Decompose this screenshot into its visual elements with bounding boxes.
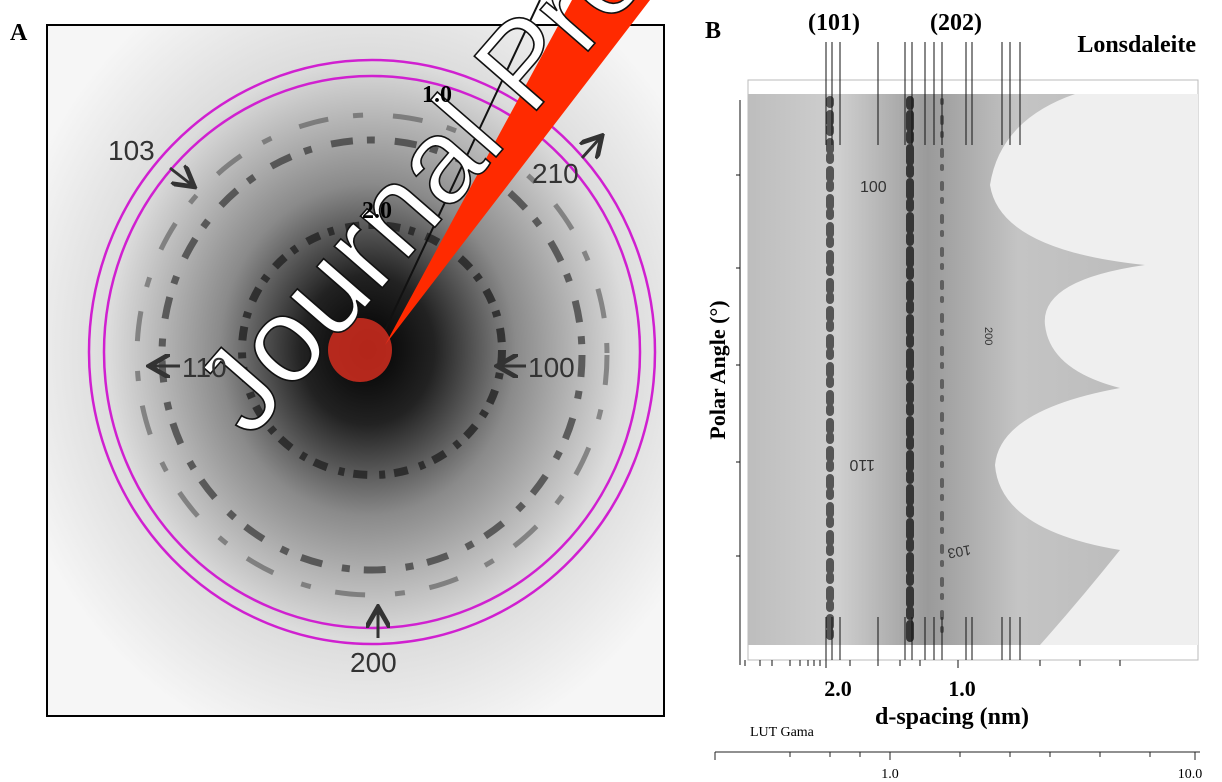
lut-title: LUT Gama [750,725,815,740]
reflection-label: 210 [532,158,579,189]
x-tick-label: 1.0 [948,676,976,701]
masked-region [990,94,1198,645]
panel-b: B (101) (202) Lonsdaleite Polar Angle (°… [705,10,1202,782]
peak-label: (202) [930,10,982,36]
peak-label: (101) [808,10,860,36]
lut-tick-label: 1.0 [881,767,899,782]
y-axis-label: Polar Angle (°) [705,300,730,439]
reflection-label: 110 [849,456,875,473]
ruler-label: 2.0 [362,198,392,224]
x-tick-label: 2.0 [824,676,852,701]
reflection-label: 200 [982,327,994,345]
ruler-label: 1.0 [422,82,452,108]
reflection-label: 103 [108,135,155,166]
reflection-label: 110 [182,352,227,383]
lut-tick-label: 10.0 [1178,767,1203,782]
panel-label: A [10,20,28,46]
panel-a: A Journal Pre-proof 1.0 2.0 103 210 110 … [10,0,665,717]
intensity-streaks [826,96,944,644]
phase-label: Lonsdaleite [1077,32,1196,58]
panel-label: B [705,18,721,44]
x-axis-label: d-spacing (nm) [875,704,1029,730]
reflection-label: 200 [350,647,397,678]
lut-scale [714,751,1200,760]
reflection-label: 100 [528,352,575,383]
reflection-label: 100 [860,179,887,196]
reference-lines [736,42,1121,668]
reflection-label: 103 [946,542,972,562]
